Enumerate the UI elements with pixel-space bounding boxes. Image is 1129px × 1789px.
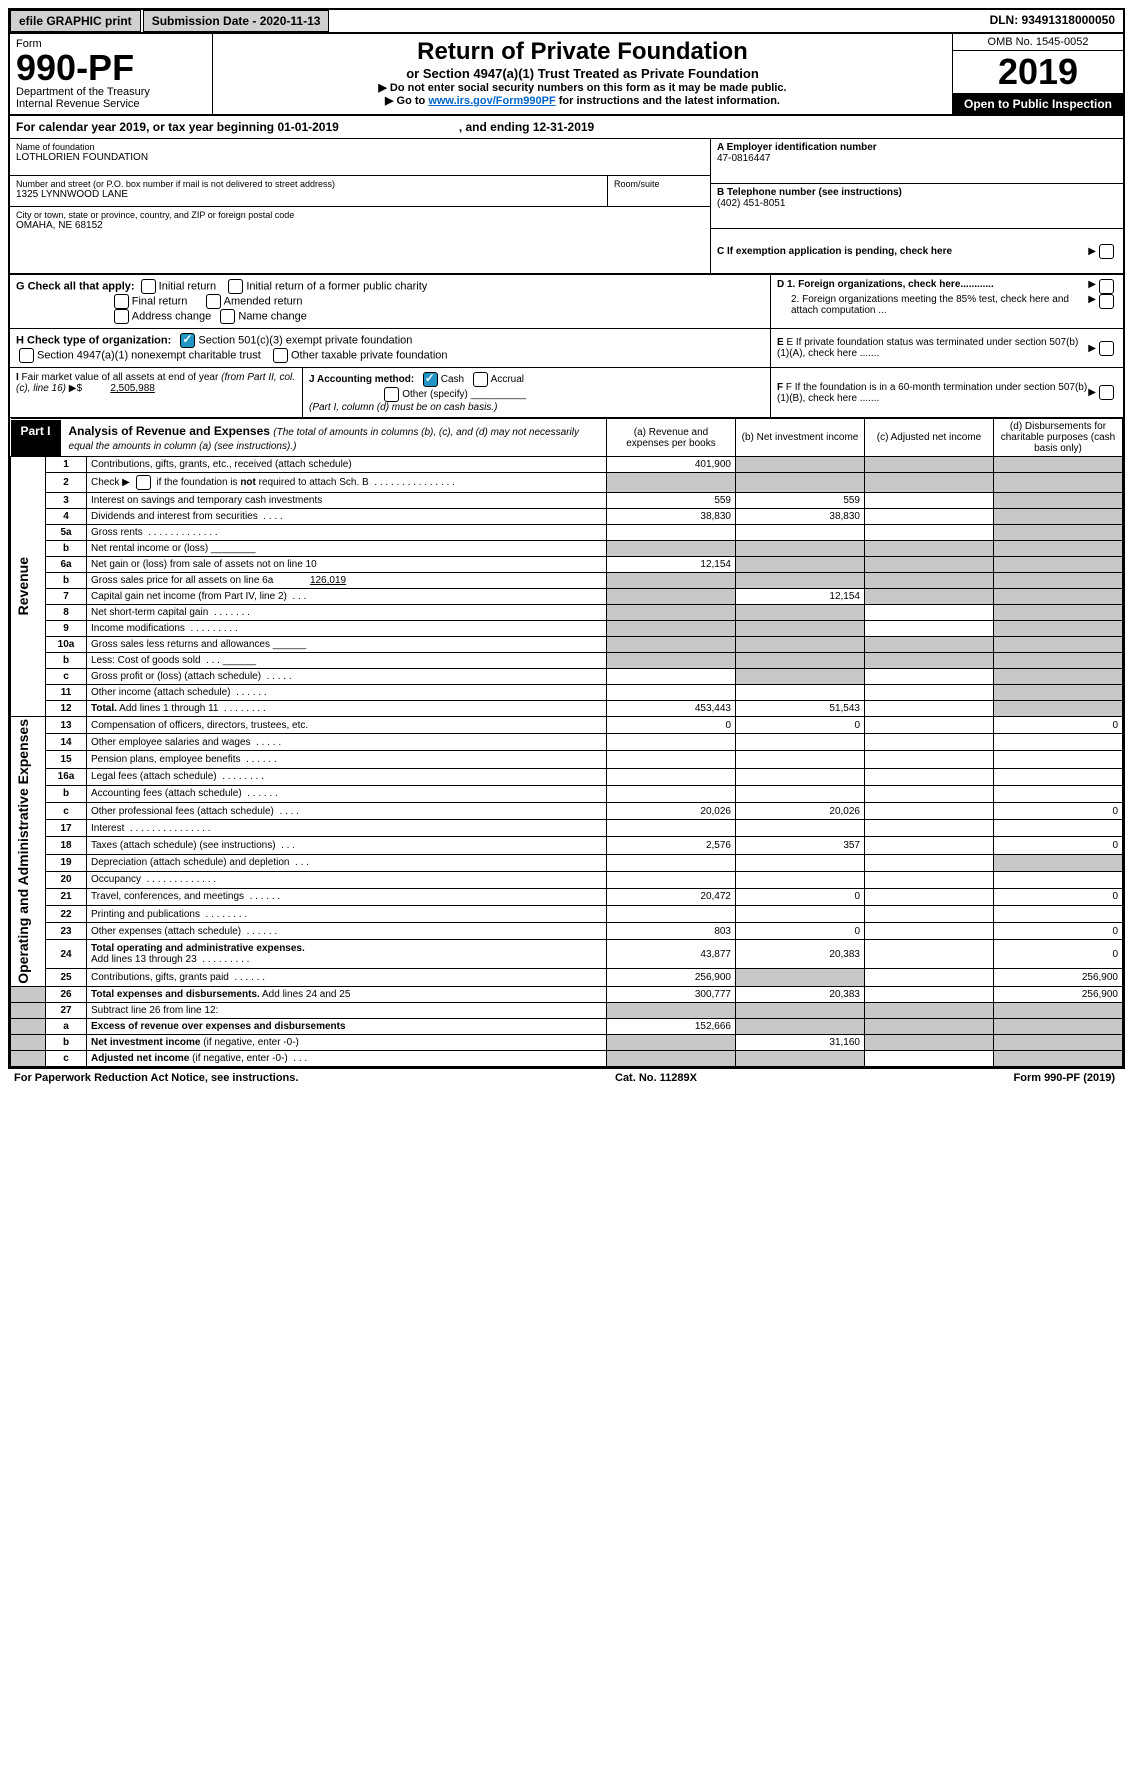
form-footer: For Paperwork Reduction Act Notice, see … [8,1069,1121,1087]
efile-button[interactable]: efile GRAPHIC print [10,10,141,32]
4947-checkbox[interactable] [19,348,34,363]
form-number: 990-PF [16,50,206,86]
top-bar: efile GRAPHIC print Submission Date - 20… [10,10,1123,34]
amended-checkbox[interactable] [206,294,221,309]
d1-checkbox[interactable] [1099,279,1114,294]
irs-link[interactable]: www.irs.gov/Form990PF [428,95,555,107]
city-row: City or town, state or province, country… [10,207,710,243]
final-return-checkbox[interactable] [114,294,129,309]
other-taxable-checkbox[interactable] [273,348,288,363]
e-checkbox[interactable] [1099,341,1114,356]
cash-checkbox[interactable] [423,372,438,387]
revenue-side-label: Revenue [15,557,31,615]
ein-row: A Employer identification number 47-0816… [711,139,1123,184]
open-public-badge: Open to Public Inspection [953,94,1123,114]
address-change-checkbox[interactable] [114,309,129,324]
note-1: ▶ Do not enter social security numbers o… [223,81,942,94]
col-d-header: (d) Disbursements for charitable purpose… [994,419,1123,457]
col-b-header: (b) Net investment income [736,419,865,457]
info-right: A Employer identification number 47-0816… [711,139,1123,273]
part1-label: Part I [11,420,61,456]
header-left: Form 990-PF Department of the Treasury I… [10,34,213,114]
form-container: efile GRAPHIC print Submission Date - 20… [8,8,1125,1069]
phone-row: B Telephone number (see instructions) (4… [711,184,1123,229]
section-g: G Check all that apply: Initial return I… [10,275,1123,329]
dept-treasury: Department of the Treasury [16,86,206,98]
info-left: Name of foundation LOTHLORIEN FOUNDATION… [10,139,711,273]
initial-return-checkbox[interactable] [141,279,156,294]
name-change-checkbox[interactable] [220,309,235,324]
dln-number: DLN: 93491318000050 [982,10,1123,32]
footer-left: For Paperwork Reduction Act Notice, see … [14,1072,298,1084]
section-ij: I Fair market value of all assets at end… [10,368,1123,418]
note-2: ▶ Go to www.irs.gov/Form990PF for instru… [223,94,942,107]
f-checkbox[interactable] [1099,385,1114,400]
irs-label: Internal Revenue Service [16,98,206,110]
exemption-checkbox[interactable] [1099,244,1114,259]
other-method-checkbox[interactable] [384,387,399,402]
501c3-checkbox[interactable] [180,333,195,348]
tax-year: 2019 [953,51,1123,94]
expenses-side-label: Operating and Administrative Expenses [15,719,31,984]
header-center: Return of Private Foundation or Section … [213,34,952,114]
footer-right: Form 990-PF (2019) [1014,1072,1116,1084]
footer-mid: Cat. No. 11289X [615,1072,697,1084]
address-row: Number and street (or P.O. box number if… [10,176,710,207]
initial-public-checkbox[interactable] [228,279,243,294]
omb-number: OMB No. 1545-0052 [953,34,1123,51]
form-header: Form 990-PF Department of the Treasury I… [10,34,1123,116]
section-h: H Check type of organization: Section 50… [10,329,1123,368]
info-section: Name of foundation LOTHLORIEN FOUNDATION… [10,139,1123,275]
col-a-header: (a) Revenue and expenses per books [607,419,736,457]
form-title: Return of Private Foundation [223,38,942,66]
foundation-name-row: Name of foundation LOTHLORIEN FOUNDATION [10,139,710,176]
part1-table: Part I Analysis of Revenue and Expenses … [10,418,1123,1067]
form-subtitle: or Section 4947(a)(1) Trust Treated as P… [223,66,942,81]
col-c-header: (c) Adjusted net income [865,419,994,457]
calendar-year-row: For calendar year 2019, or tax year begi… [10,116,1123,139]
header-right: OMB No. 1545-0052 2019 Open to Public In… [952,34,1123,114]
accrual-checkbox[interactable] [473,372,488,387]
submission-date: Submission Date - 2020-11-13 [143,10,330,32]
sch-b-checkbox[interactable] [136,475,151,490]
exemption-row: C If exemption application is pending, c… [711,229,1123,273]
d2-checkbox[interactable] [1099,294,1114,309]
